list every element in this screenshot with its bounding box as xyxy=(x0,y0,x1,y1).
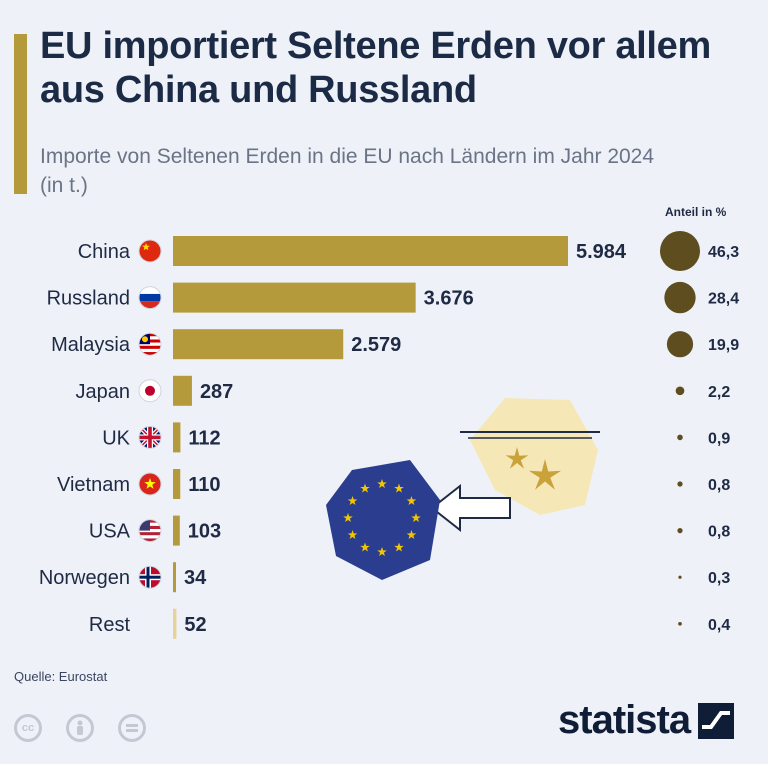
flag-usa-icon xyxy=(138,519,162,543)
share-bubble xyxy=(677,527,683,534)
bar xyxy=(173,375,192,406)
value-label: 103 xyxy=(188,521,221,543)
flag-china-icon xyxy=(138,239,162,263)
value-label: 112 xyxy=(188,427,220,449)
statista-logo: statista xyxy=(558,698,735,743)
category-label: USA xyxy=(89,521,131,543)
share-label: 0,8 xyxy=(708,524,730,541)
bar xyxy=(173,422,181,453)
source-note: Quelle: Eurostat xyxy=(14,669,108,684)
flag-vietnam-icon xyxy=(138,472,162,496)
chart-title: EU importiert Seltene Erden vor allem au… xyxy=(40,25,711,111)
share-label: 0,4 xyxy=(708,617,730,634)
bar xyxy=(173,329,344,360)
flag-japan-icon xyxy=(138,379,162,403)
bar xyxy=(173,282,416,313)
flag-russia-icon xyxy=(138,286,162,310)
category-label: Rest xyxy=(89,614,131,636)
equals-icon xyxy=(126,724,138,732)
category-label: UK xyxy=(102,427,130,449)
accent-bar xyxy=(14,34,27,194)
bar xyxy=(173,469,181,499)
category-label: Russland xyxy=(47,288,130,310)
cc-icon: cc xyxy=(14,714,42,742)
share-label: 46,3 xyxy=(708,244,739,261)
value-label: 5.984 xyxy=(576,241,627,263)
share-bubble xyxy=(677,481,683,487)
share-bubble xyxy=(675,386,685,396)
share-bubble xyxy=(666,331,694,358)
eu-flag-icon xyxy=(326,460,440,580)
share-bubble xyxy=(677,434,683,441)
sparkle-icon xyxy=(460,398,600,515)
share-label: 0,8 xyxy=(708,477,730,494)
person-icon xyxy=(77,720,83,735)
share-bubble xyxy=(664,281,696,314)
category-label: Japan xyxy=(76,381,131,403)
share-label: 0,9 xyxy=(708,430,730,447)
value-label: 110 xyxy=(188,474,220,496)
statista-mark-icon xyxy=(698,702,735,739)
share-label: 2,2 xyxy=(708,384,730,401)
category-label: Malaysia xyxy=(51,334,131,356)
share-label: 0,3 xyxy=(708,570,730,587)
chart-subtitle: Importe von Seltenen Erden in die EU nac… xyxy=(40,145,655,197)
bar xyxy=(173,562,176,593)
flag-malaysia-icon xyxy=(138,332,162,356)
category-label: Vietnam xyxy=(57,474,130,496)
category-label: China xyxy=(78,241,131,263)
value-label: 3.676 xyxy=(424,288,474,310)
arrow-left-icon xyxy=(430,483,511,533)
value-label: 52 xyxy=(184,614,206,636)
share-bubble xyxy=(678,621,682,626)
bar xyxy=(173,236,568,266)
brand-name: statista xyxy=(558,698,691,742)
flag-norway-icon xyxy=(138,565,162,589)
flag-uk-icon xyxy=(138,425,162,449)
share-label: 19,9 xyxy=(708,337,739,354)
nd-icon xyxy=(118,714,146,742)
by-icon xyxy=(66,714,94,742)
bar xyxy=(173,608,177,639)
value-label: 287 xyxy=(200,381,233,403)
value-label: 34 xyxy=(184,567,207,589)
share-bubble xyxy=(678,575,682,579)
bar xyxy=(173,515,180,546)
value-label: 2.579 xyxy=(351,334,401,356)
share-label: 28,4 xyxy=(708,291,739,308)
share-header: Anteil in % xyxy=(665,205,727,219)
share-bubble xyxy=(660,231,700,271)
category-label: Norwegen xyxy=(39,567,130,589)
